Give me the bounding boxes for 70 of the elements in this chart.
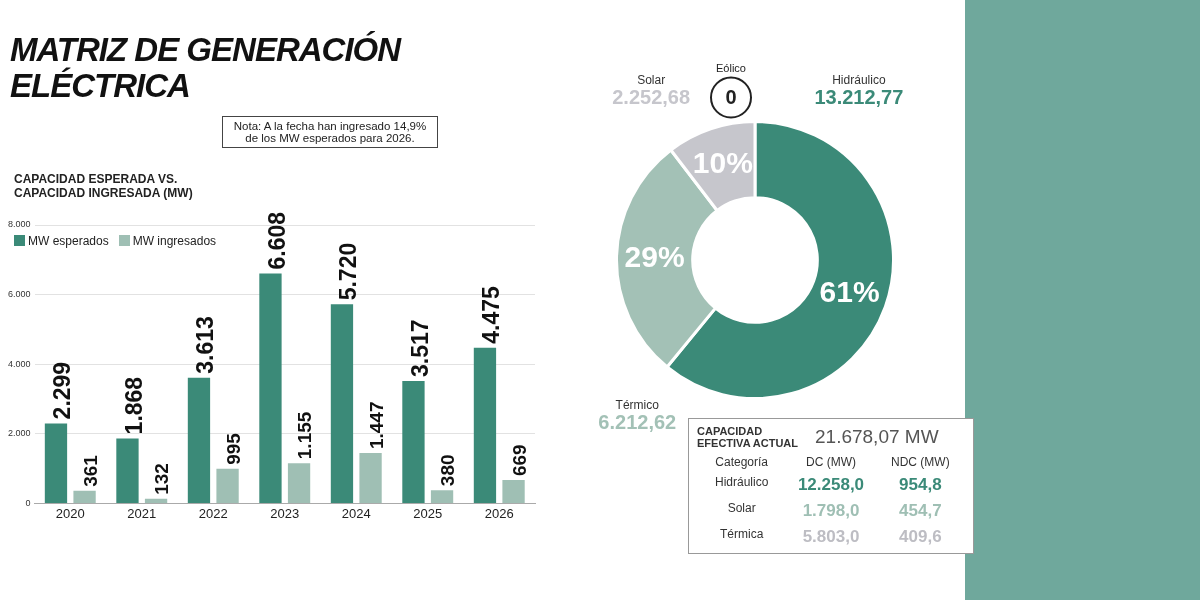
text: 0 [725,86,737,109]
legend-label: MW esperados [27,234,109,248]
y-tick-label: 0 [25,497,31,508]
x-tick-label: 2025 [413,505,443,521]
text: 409,6 [898,527,943,547]
category-label: Eólico [716,61,746,74]
text: 12.258,0 [796,475,866,495]
data-label: 669 [508,444,530,477]
bar [116,438,139,503]
data-label: 6.212,62 [598,410,677,433]
data-label: 1.868 [120,376,147,435]
x-tick-label: 2021 [127,505,157,521]
bar [73,490,96,503]
bar [187,377,211,503]
data-label: 5.720 [335,242,362,301]
text: 10% [692,146,753,180]
text: 954,8 [898,475,943,495]
bar [330,304,354,503]
data-label: 361 [79,454,101,487]
x-tick-label: 2023 [270,505,300,521]
data-label: 13.212,77 [814,85,904,108]
bar [473,347,497,503]
data-label: 4.475 [478,285,505,344]
chart-title: MATRIZ DE GENERACIÓN ELÉCTRICA [10,31,403,104]
slice-label: Solar [637,72,666,87]
text: 5.803,0 [801,527,861,547]
text: 21.678,07 MW [815,426,939,448]
y-tick-label: 8.000 [7,219,31,230]
text: 1.798,0 [801,501,861,521]
slice-label: Térmico [615,397,660,412]
text: DC (MW) [805,455,857,469]
data-label: 3.517 [406,319,433,378]
y-tick-label: 6.000 [7,289,31,300]
bar [359,453,382,503]
text: 29% [624,239,685,273]
text: 61% [819,275,880,309]
data-label: 6.608 [263,211,290,270]
slice-label: Hidráulico [832,72,886,87]
data-label: 132 [151,463,173,495]
data-label: 2.299 [49,361,76,420]
data-label: 2.252,68 [612,85,691,108]
y-tick-label: 2.000 [7,428,31,439]
chart-subtitle: CAPACIDAD ESPERADA VS. CAPACIDAD INGRESADA (MW) [14,172,194,200]
bar [402,381,425,503]
text: CAPACIDAD EFECTIVA ACTUAL [697,425,800,449]
x-tick-label: 2020 [55,505,85,521]
x-tick-label: 2024 [341,505,371,521]
text: Hidráulico [714,475,770,491]
data-label: 1.447 [365,401,387,450]
bar [44,423,68,503]
bar [502,480,525,503]
legend-label: MW ingresados [131,234,217,248]
y-tick-label: 4.000 [7,358,31,369]
bar [259,273,282,503]
text: Categoría [714,455,769,469]
bar [216,468,239,503]
text: Térmica [719,527,765,543]
text: Solar [726,501,757,517]
data-label: 1.155 [294,411,316,460]
bar [287,463,311,503]
text: Nota: A la fecha han ingresado 14,9% de los MW esperados para 2026. [222,116,438,148]
data-label: 3.613 [192,316,219,374]
bar [144,498,168,503]
bar [430,490,454,503]
text: NDC (MW) [890,455,951,469]
x-tick-label: 2026 [484,505,514,521]
x-tick-label: 2022 [198,505,228,521]
text: 454,7 [898,501,943,521]
data-label: 995 [222,432,244,465]
data-label: 380 [437,454,459,487]
